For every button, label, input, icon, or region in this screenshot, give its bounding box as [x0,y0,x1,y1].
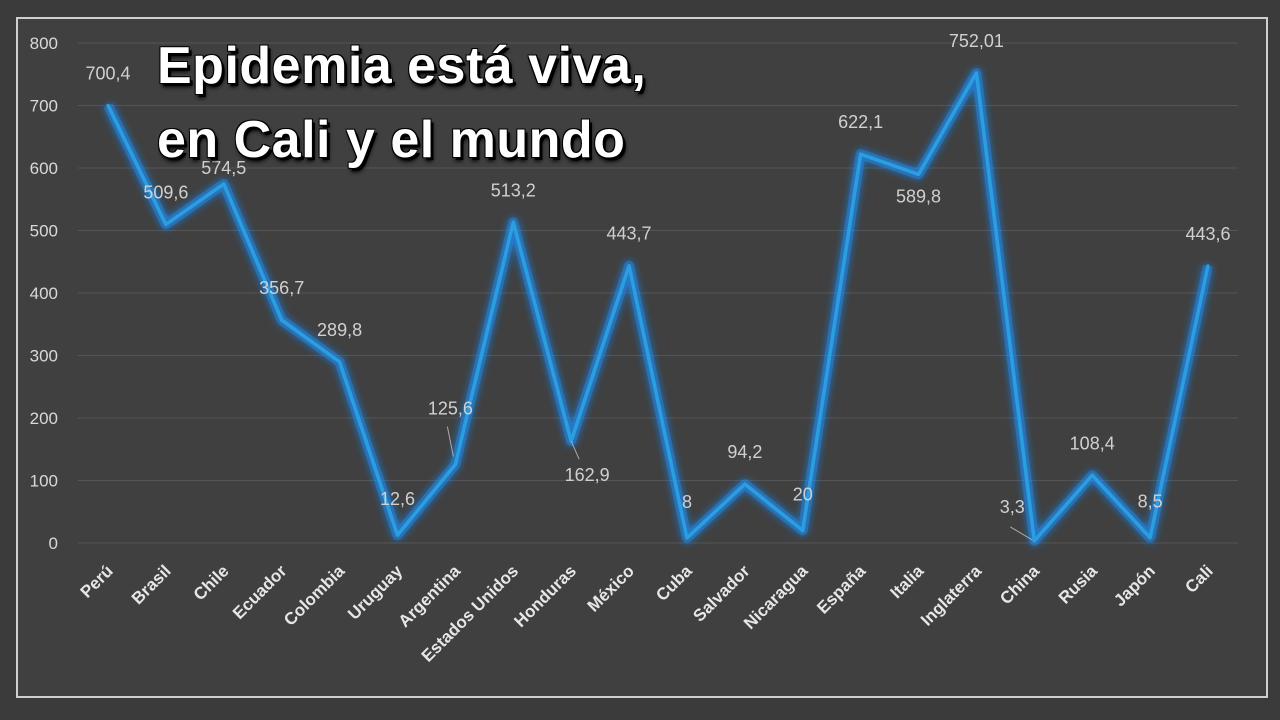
data-label: 8 [682,492,692,512]
y-tick-label: 500 [30,222,58,241]
data-point [627,264,631,268]
data-point [395,533,399,537]
x-tick-label: México [584,561,638,615]
data-label: 125,6 [428,399,473,419]
data-point [222,182,226,186]
data-label: 443,6 [1185,224,1230,244]
data-point [1032,539,1036,543]
data-label: 94,2 [727,442,762,462]
data-label: 574,5 [201,158,246,178]
data-point [164,223,168,226]
data-point [685,536,689,540]
y-tick-label: 0 [49,534,58,553]
data-label: 108,4 [1070,433,1115,453]
data-label: 752,01 [949,31,1004,51]
x-tick-label: Cali [1181,561,1216,596]
leader-line [570,440,580,460]
leader-line [446,426,454,457]
chart-title-line-1: Epidemia está viva, [157,37,647,95]
series-line [106,71,1210,543]
x-tick-label: Italia [887,561,928,602]
data-point [743,482,747,486]
x-tick-label: Japón [1110,561,1159,610]
x-tick-label: Inglaterra [917,561,986,630]
y-tick-label: 600 [30,159,58,178]
x-tick-label: Honduras [510,561,580,631]
data-label: 509,6 [143,183,188,203]
y-tick-label: 100 [30,472,58,491]
data-point [1148,536,1152,540]
data-label: 513,2 [491,180,536,200]
data-point [106,103,110,107]
data-label: 443,7 [607,224,652,244]
data-point [453,463,457,466]
data-point [338,360,342,364]
y-tick-label: 400 [30,284,58,303]
x-tick-label: Colombia [280,561,349,630]
leader-line [1010,526,1033,541]
x-tick-label: Nicaragua [740,561,812,633]
data-point [280,318,284,322]
x-tick-label: Estados Unidos [418,561,522,665]
chart-title-line-2: en Cali y el mundo [157,111,626,169]
data-point [511,220,515,224]
x-tick-label: China [996,561,1043,608]
data-label: 700,4 [85,63,130,83]
data-label: 12,6 [380,489,415,509]
data-label: 622,1 [838,112,883,132]
y-tick-label: 700 [30,97,58,116]
y-tick-label: 800 [30,34,58,53]
data-label: 8,5 [1138,492,1163,512]
data-point [1090,473,1094,477]
data-point [974,71,978,75]
x-tick-label: Chile [190,561,233,604]
y-tick-label: 200 [30,409,58,428]
data-label: 162,9 [565,465,610,485]
data-label: 289,8 [317,320,362,340]
data-label: 356,7 [259,278,304,298]
x-tick-label: España [813,561,870,618]
data-point [917,172,921,176]
data-label: 3,3 [1000,497,1025,517]
chart-frame [16,17,1268,698]
x-tick-label: Perú [77,561,117,601]
data-point [801,529,805,532]
data-label: 589,8 [896,186,941,206]
x-tick-label: Rusia [1055,561,1102,608]
data-point [859,152,863,156]
data-point [1206,264,1210,268]
x-tick-label: Brasil [128,561,175,608]
y-tick-label: 300 [30,347,58,366]
data-label: 20 [793,485,813,505]
x-tick-label: Cuba [652,561,696,605]
